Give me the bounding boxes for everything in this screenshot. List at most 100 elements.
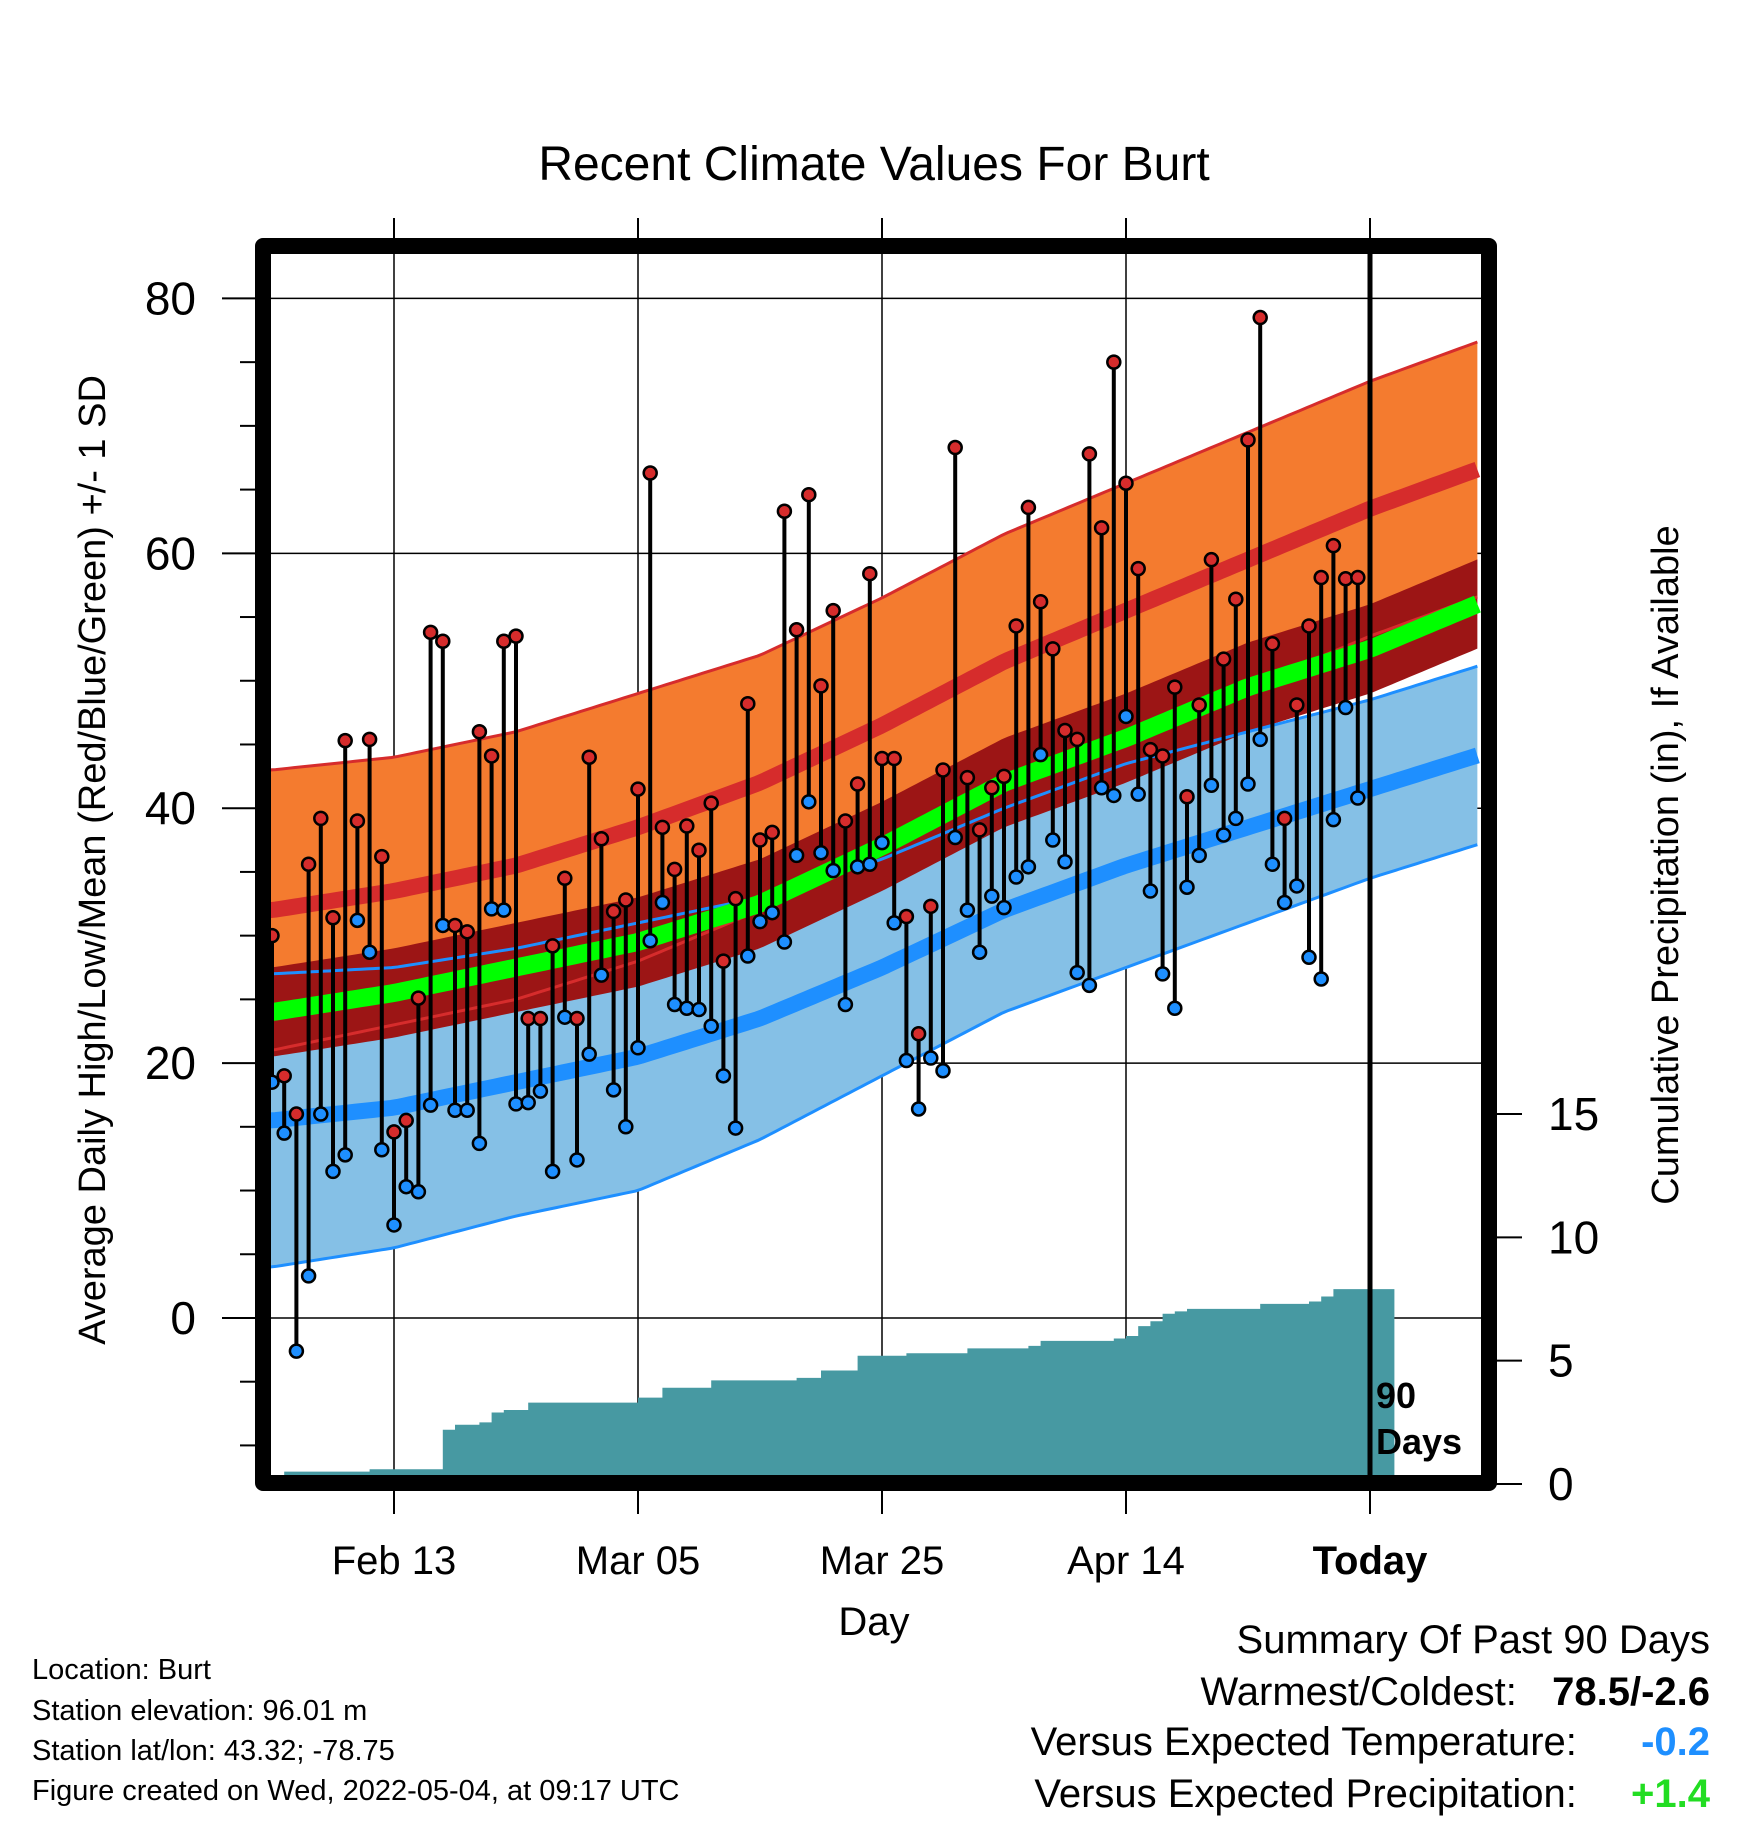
chart-title: Recent Climate Values For Burt <box>538 138 1209 191</box>
daily-low-point <box>1215 827 1232 843</box>
daily-low-point <box>630 1040 646 1056</box>
daily-low-point <box>691 1001 707 1018</box>
station-elevation: Station elevation: 96.01 m <box>32 1695 368 1727</box>
y-left-tick-label: 60 <box>145 527 196 579</box>
daily-high-point <box>1215 651 1232 667</box>
daily-high-point <box>1154 748 1171 764</box>
daily-low-point <box>935 1062 951 1079</box>
daily-high-point <box>532 1010 549 1027</box>
daily-low-point <box>313 1106 329 1122</box>
daily-high-point <box>654 819 671 836</box>
daily-low-point <box>642 932 658 949</box>
daily-high-point <box>1032 593 1049 610</box>
low-lower-edge <box>270 843 1478 1269</box>
daily-high-point <box>776 503 793 520</box>
daily-high-point <box>1301 618 1317 634</box>
daily-low-point <box>520 1094 536 1111</box>
daily-low-point <box>300 1268 317 1284</box>
daily-low-point <box>1240 776 1256 792</box>
daily-high-point <box>1167 679 1183 695</box>
daily-high-point <box>788 622 805 638</box>
daily-high-point <box>898 908 915 925</box>
daily-high-point <box>910 1026 927 1042</box>
daily-low-point <box>361 944 378 960</box>
daily-low-point <box>459 1102 475 1118</box>
daily-low-point <box>374 1141 390 1158</box>
daily-low-point <box>618 1119 634 1135</box>
daily-high-point <box>666 861 683 878</box>
daily-low-point <box>996 899 1012 916</box>
daily-high-point <box>996 768 1012 785</box>
station-location: Location: Burt <box>32 1654 211 1686</box>
high-upper-edge <box>270 340 1478 772</box>
daily-high-point <box>422 624 439 641</box>
today-marker-label-line1: 90 <box>1376 1375 1416 1416</box>
daily-low-point <box>776 934 793 950</box>
daily-low-point <box>1142 883 1159 899</box>
daily-low-point <box>496 902 512 918</box>
plot-area: 90 Days 0 20 40 60 80 0 5 10 15 Feb 13 Mar 05 Mar 25 A… <box>145 218 1599 1583</box>
daily-high-point <box>1069 731 1085 748</box>
daily-low-point <box>544 1163 561 1180</box>
daily-low-point <box>752 913 768 930</box>
daily-high-point <box>1008 618 1024 634</box>
daily-high-point <box>1081 446 1098 462</box>
daily-high-point <box>459 924 475 940</box>
daily-high-point <box>270 927 280 944</box>
x-tick-label: Apr 14 <box>1067 1539 1185 1583</box>
daily-low-point <box>349 912 366 929</box>
daily-high-point <box>1350 569 1366 586</box>
daily-high-point <box>398 1112 414 1129</box>
daily-high-point <box>1325 537 1342 554</box>
y-left-tick-label: 0 <box>170 1292 196 1344</box>
daily-temperatures <box>270 309 1366 1359</box>
daily-low-point <box>947 829 963 846</box>
daily-low-point <box>1350 790 1366 806</box>
daily-low-point <box>483 901 500 917</box>
mean-line <box>270 595 1481 1022</box>
daily-low-point <box>788 847 805 864</box>
daily-low-point <box>288 1343 305 1359</box>
temp-label: Versus Expected Temperature: <box>1030 1720 1577 1764</box>
daily-low-point <box>569 1152 585 1168</box>
daily-low-point <box>1203 777 1220 794</box>
daily-low-point <box>1154 966 1171 982</box>
summary-precip: Versus Expected Precipitation: +1.4 <box>1034 1772 1710 1817</box>
daily-low-point <box>1130 786 1146 802</box>
daily-high-point <box>618 892 634 908</box>
daily-high-point <box>447 917 463 934</box>
daily-low-point <box>1252 731 1268 748</box>
station-latlon: Station lat/lon: 43.32; -78.75 <box>32 1735 395 1767</box>
today-marker-label-line2: Days <box>1376 1421 1462 1462</box>
daily-high-point <box>1313 569 1329 586</box>
low-mean-line <box>270 747 1480 1129</box>
daily-high-point <box>825 602 841 619</box>
y-axis-title-left: Average Daily High/Low/Mean (Red/Blue/Gr… <box>72 375 114 1345</box>
daily-low-point <box>1032 746 1049 763</box>
daily-high-point <box>337 732 353 749</box>
x-axis-title: Day <box>838 1600 909 1644</box>
daily-low-point <box>740 948 756 964</box>
daily-high-point <box>386 1124 402 1140</box>
daily-high-point <box>483 748 500 764</box>
daily-low-point <box>813 845 829 861</box>
daily-high-point <box>1045 641 1061 657</box>
daily-high-point <box>435 633 451 649</box>
daily-high-point <box>300 856 317 873</box>
daily-low-point <box>1191 847 1207 864</box>
daily-low-point <box>270 1074 280 1090</box>
daily-low-point <box>1118 708 1134 725</box>
summary-temp: Versus Expected Temperature: -0.2 <box>1031 1720 1710 1765</box>
daily-low-point <box>581 1046 597 1062</box>
daily-low-point <box>1337 699 1354 716</box>
daily-high-point <box>752 832 768 848</box>
y-left-tick-label: 40 <box>145 782 196 834</box>
summary-warm-cold: Warmest/Coldest: 78.5/-2.6 <box>1201 1670 1711 1715</box>
daily-high-point <box>849 776 866 792</box>
y-right-tick-label: 15 <box>1548 1088 1599 1140</box>
daily-low-point <box>532 1083 549 1099</box>
daily-high-point <box>837 813 854 829</box>
daily-low-point <box>910 1101 927 1117</box>
daily-high-point <box>1252 309 1268 326</box>
